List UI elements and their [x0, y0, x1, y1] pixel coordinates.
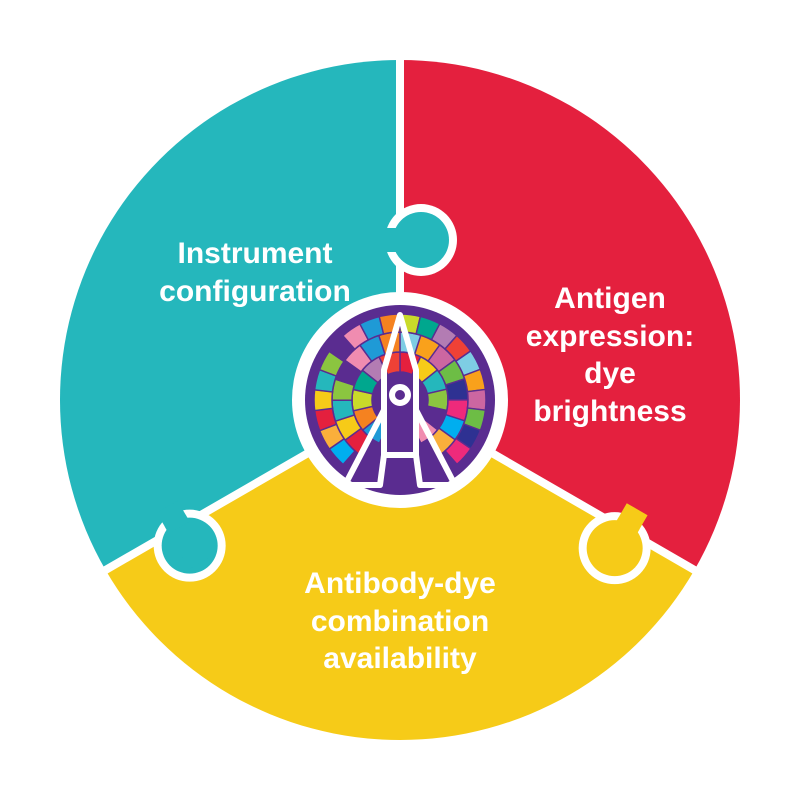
pie-svg: [0, 0, 800, 800]
diagram-stage: Instrumentconfiguration Antigenexpressio…: [0, 0, 800, 800]
puzzle-neck-base: [376, 228, 400, 252]
